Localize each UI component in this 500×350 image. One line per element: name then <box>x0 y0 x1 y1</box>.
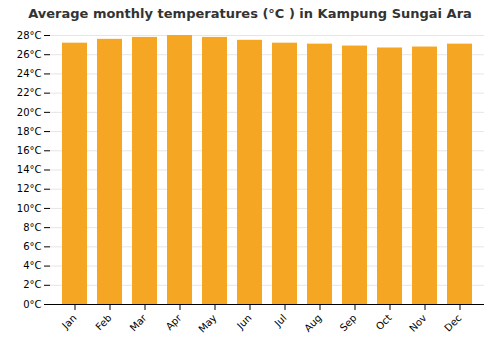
svg-text:Mar: Mar <box>128 312 150 334</box>
svg-text:Jan: Jan <box>59 312 78 331</box>
svg-text:Jun: Jun <box>234 312 254 332</box>
svg-text:Dec: Dec <box>442 312 463 333</box>
svg-text:2°C: 2°C <box>23 279 41 290</box>
svg-text:May: May <box>196 312 218 334</box>
svg-text:22°C: 22°C <box>17 87 42 98</box>
svg-text:28°C: 28°C <box>17 30 42 41</box>
svg-text:Oct: Oct <box>374 312 394 332</box>
svg-text:0°C: 0°C <box>23 299 41 310</box>
svg-text:10°C: 10°C <box>17 203 42 214</box>
svg-text:20°C: 20°C <box>17 107 42 118</box>
svg-text:Apr: Apr <box>164 312 185 333</box>
svg-text:4°C: 4°C <box>23 260 41 271</box>
html-text:Average monthly temperatures (: Average monthly temperatures (°C ) in Ka… <box>28 6 472 21</box>
svg-text:6°C: 6°C <box>23 241 41 252</box>
svg-text:16°C: 16°C <box>17 145 42 156</box>
svg-text:Aug: Aug <box>302 312 324 334</box>
svg-text:Nov: Nov <box>407 312 429 334</box>
svg-text:Jul: Jul <box>272 312 289 329</box>
svg-text:Feb: Feb <box>93 312 113 332</box>
svg-text:Sep: Sep <box>338 312 359 333</box>
svg-text:18°C: 18°C <box>17 126 42 137</box>
svg-text:8°C: 8°C <box>23 222 41 233</box>
svg-text:12°C: 12°C <box>17 183 42 194</box>
svg-text:24°C: 24°C <box>17 68 42 79</box>
svg-text:26°C: 26°C <box>17 49 42 60</box>
svg-text:14°C: 14°C <box>17 164 42 175</box>
